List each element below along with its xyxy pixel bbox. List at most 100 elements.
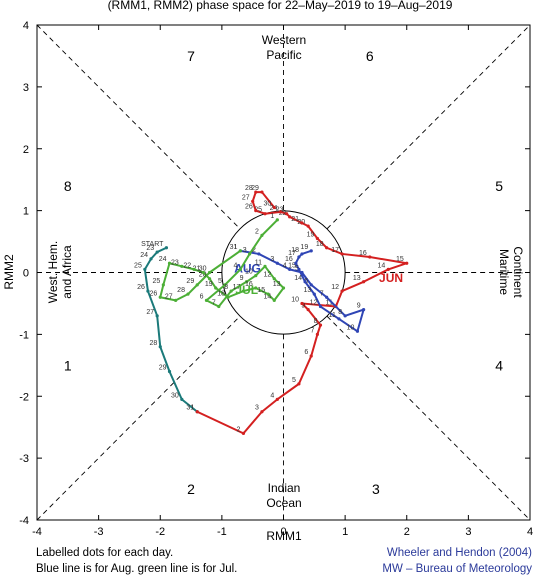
day-dot xyxy=(294,261,298,265)
day-label: 17 xyxy=(331,247,339,254)
day-dot xyxy=(318,323,323,327)
series-jul: 1234567891011121314151617181920212223242… xyxy=(149,213,286,309)
day-label: 29 xyxy=(251,185,259,192)
x-tick-label: 0 xyxy=(280,526,286,538)
day-dot xyxy=(297,267,301,272)
day-dot xyxy=(174,298,178,302)
y-tick-label: 4 xyxy=(23,20,29,32)
day-dot xyxy=(223,283,227,287)
day-label: 11 xyxy=(329,312,336,319)
note-line-colors: Blue line is for Aug. green line is for … xyxy=(36,563,238,575)
day-label: 22 xyxy=(183,262,191,269)
day-dot xyxy=(362,280,366,284)
day-label: 24 xyxy=(140,252,148,259)
day-label: 29 xyxy=(159,365,167,372)
day-dot xyxy=(303,280,307,284)
day-dot xyxy=(309,283,313,287)
day-label: 7 xyxy=(320,290,324,297)
day-dot xyxy=(386,267,390,272)
day-label: 12 xyxy=(263,272,271,279)
day-label: 10 xyxy=(245,269,253,276)
day-dot xyxy=(272,205,276,210)
day-dot xyxy=(164,246,169,250)
day-dot xyxy=(214,286,218,290)
phase-number-5: 5 xyxy=(495,178,503,194)
day-dot xyxy=(244,280,249,284)
x-tick-label: 1 xyxy=(342,526,348,538)
day-label: 10 xyxy=(291,296,299,303)
region-label-continent: Continent xyxy=(511,246,525,298)
day-dot xyxy=(260,190,264,194)
day-label: 6 xyxy=(200,293,204,300)
day-dot xyxy=(192,267,196,272)
day-label: 28 xyxy=(245,185,253,192)
day-dot xyxy=(275,261,279,265)
day-label: 15 xyxy=(396,256,404,263)
month-label-aug: AUG xyxy=(234,262,261,276)
day-dot xyxy=(167,369,172,374)
day-label: 19 xyxy=(307,231,315,238)
phase-diagram: (RMM1, RMM2) phase space for 22–May–2019… xyxy=(2,0,533,543)
day-dot xyxy=(229,289,233,293)
day-dot xyxy=(312,292,316,296)
unit-circle xyxy=(221,210,346,335)
day-label: 17 xyxy=(233,284,241,291)
divider-diag-ne xyxy=(326,24,531,230)
day-label: 11 xyxy=(326,300,333,307)
y-tick-label: -2 xyxy=(19,391,29,403)
x-tick-label: 4 xyxy=(527,526,533,538)
day-dot xyxy=(405,261,409,265)
day-label: 30 xyxy=(199,266,207,273)
day-dot xyxy=(325,246,329,250)
day-label: 16 xyxy=(285,256,293,263)
y-tick-label: 3 xyxy=(23,82,29,94)
phase-number-6: 6 xyxy=(366,48,374,64)
day-dot xyxy=(155,250,159,254)
day-dot xyxy=(195,410,199,414)
day-label: START xyxy=(141,241,164,248)
day-label: 29 xyxy=(186,278,194,285)
day-dot xyxy=(315,332,319,336)
day-label: 27 xyxy=(165,293,173,300)
note-labelled-dots: Labelled dots for each day. xyxy=(36,547,174,559)
day-label: 28 xyxy=(149,340,157,347)
phase-number-7: 7 xyxy=(187,48,195,64)
day-dot xyxy=(226,295,230,299)
day-dot xyxy=(167,261,172,265)
day-label: 13 xyxy=(304,287,312,294)
month-label-jul: JUL xyxy=(235,283,258,297)
y-axis-label: RMM2 xyxy=(2,254,16,290)
day-label: 26 xyxy=(137,284,145,291)
day-dot xyxy=(207,270,212,275)
day-label: 4 xyxy=(283,262,287,269)
day-label: 23 xyxy=(171,259,179,266)
day-label: 12 xyxy=(310,300,318,307)
day-dot xyxy=(288,215,292,219)
day-label: 4 xyxy=(233,262,237,269)
day-dot xyxy=(281,286,286,290)
series-jun: 1234567891011121314151617181920212223242… xyxy=(190,185,409,435)
day-label: 25 xyxy=(134,262,142,269)
day-dot xyxy=(288,267,292,272)
x-axis-label: RMM1 xyxy=(266,529,302,543)
day-dot xyxy=(284,212,289,216)
day-label: 1 xyxy=(270,213,274,220)
day-dot xyxy=(146,289,150,293)
day-label: 13 xyxy=(273,281,281,288)
day-label: 16 xyxy=(359,250,367,257)
x-tick-label: -4 xyxy=(32,526,42,538)
day-label: 7 xyxy=(310,327,314,334)
day-dot xyxy=(254,286,258,290)
day-dot xyxy=(309,354,313,358)
region-label-indian-ocean: Indian xyxy=(268,481,301,495)
day-label: 2 xyxy=(252,247,256,254)
divider-diag-nw xyxy=(36,24,241,230)
day-label: 3 xyxy=(255,405,259,412)
day-dot xyxy=(238,267,242,272)
day-label: 23 xyxy=(276,207,284,214)
day-label: 25 xyxy=(153,278,161,285)
day-dot xyxy=(300,270,304,275)
x-tick-label: 2 xyxy=(404,526,410,538)
